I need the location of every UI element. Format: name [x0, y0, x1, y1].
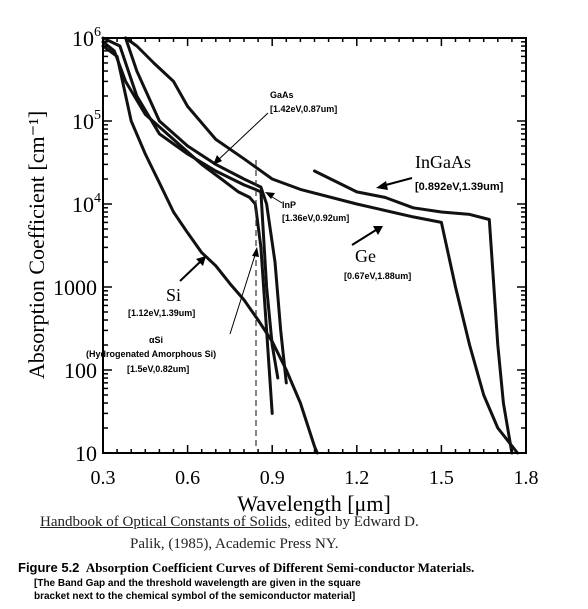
inp-arrowhead	[265, 192, 275, 199]
citation-line-2: Palik, (1985), Academic Press NY.	[130, 536, 339, 552]
x-tick-label: 0.9	[260, 467, 285, 489]
ingaas-bandgap: [0.892eV,1.39um]	[415, 181, 504, 193]
inp-label: InP	[282, 200, 296, 210]
asi-arrow-shaft	[229, 251, 257, 335]
x-axis-label: Wavelength [μm]	[237, 491, 391, 516]
ge-arrow-shaft	[351, 229, 377, 246]
y-tick-label: 100	[64, 358, 97, 383]
figure-caption: Figure 5.2 Absorption Coefficient Curves…	[18, 560, 474, 576]
y-tick-label: 106	[72, 25, 101, 51]
si-label: Si	[166, 285, 181, 305]
figure-note-line-1: [The Band Gap and the threshold waveleng…	[34, 578, 361, 589]
curve-ingaas	[313, 169, 514, 455]
figure-note-line-2: bracket next to the chemical symbol of t…	[34, 591, 356, 602]
y-tick-base: 10	[75, 441, 97, 466]
x-tick-label: 1.5	[429, 467, 454, 489]
y-tick-label: 10	[75, 441, 97, 466]
ge-label: Ge	[355, 246, 376, 266]
ge-arrowhead	[373, 226, 383, 235]
ingaas-arrowhead	[376, 181, 388, 190]
y-tick-exponent: 6	[94, 25, 101, 40]
y-tick-base: 1000	[53, 275, 97, 300]
figure-caption-text: Absorption Coefficient Curves of Differe…	[85, 560, 475, 575]
ingaas-label: InGaAs	[415, 152, 471, 172]
x-tick-label: 1.8	[514, 467, 539, 489]
y-tick-base: 100	[64, 358, 97, 383]
gaas-bandgap: [1.42eV,0.87um]	[270, 104, 337, 114]
ge-bandgap: [0.67eV,1.88um]	[344, 271, 411, 281]
curves-layer	[101, 36, 519, 455]
y-tick-label: 1000	[53, 275, 97, 300]
asi-bandgap: [1.5eV,0.82um]	[127, 364, 189, 374]
y-tick-exponent: 5	[94, 108, 101, 123]
gaas-arrowhead	[213, 155, 222, 165]
curve-gaas	[101, 36, 280, 380]
asi-label: αSi	[149, 335, 163, 345]
asi-subtitle: (Hydrogenated Amorphous Si)	[86, 349, 216, 359]
y-tick-base: 10	[72, 192, 94, 217]
citation-line-1: Handbook of Optical Constants of Solids,…	[40, 514, 419, 531]
plot-frame	[102, 37, 527, 454]
si-arrow-shaft	[179, 261, 201, 282]
y-axis-label: Absorption Coefficient [cm⁻¹]	[24, 111, 49, 379]
si-bandgap: [1.12eV,1.39um]	[128, 308, 195, 318]
x-tick-label: 1.2	[344, 467, 369, 489]
y-tick-base: 10	[72, 26, 94, 51]
x-tick-label: 0.3	[91, 467, 116, 489]
curve-ge	[124, 36, 519, 455]
gaas-label: GaAs	[270, 90, 294, 100]
gaas-arrow-shaft	[215, 112, 269, 163]
y-tick-label: 105	[72, 108, 101, 134]
si-arrowhead	[196, 256, 206, 266]
x-tick-label: 0.6	[175, 467, 200, 489]
y-tick-exponent: 4	[94, 191, 101, 206]
curve-si	[101, 44, 319, 455]
y-tick-label: 104	[72, 191, 101, 217]
curve-si	[101, 40, 274, 415]
citation-editor: , edited by Edward D.	[287, 514, 419, 530]
curve-inp	[124, 36, 288, 385]
y-tick-base: 10	[72, 109, 94, 134]
inp-bandgap: [1.36eV,0.92um]	[282, 213, 349, 223]
figure-number: Figure 5.2	[18, 560, 80, 575]
asi-arrowhead	[252, 247, 259, 257]
ingaas-arrow-shaft	[381, 177, 413, 187]
citation-book-title: Handbook of Optical Constants of Solids	[40, 514, 288, 530]
